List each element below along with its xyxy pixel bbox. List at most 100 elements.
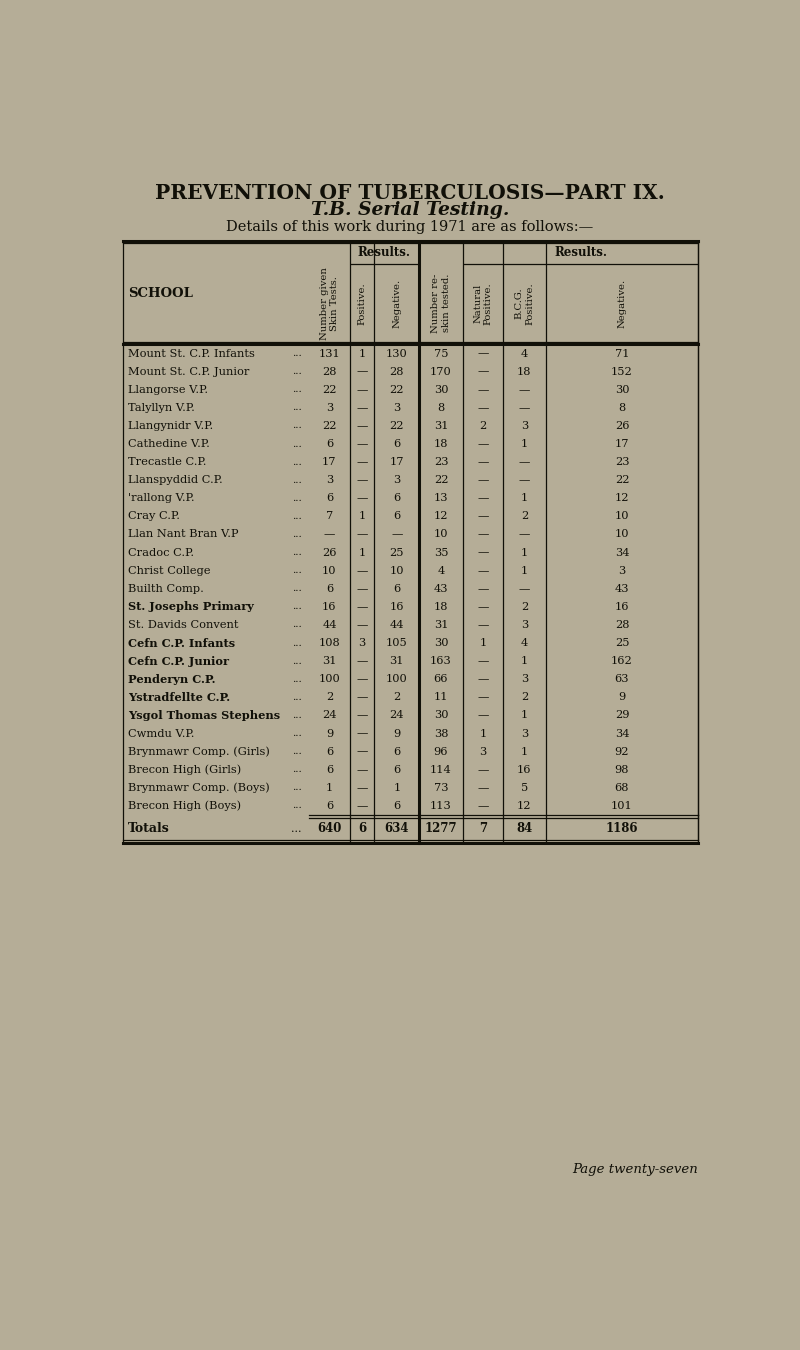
Text: 130: 130 (386, 348, 408, 359)
Text: 92: 92 (614, 747, 630, 756)
Text: 31: 31 (434, 421, 448, 431)
Text: 2: 2 (521, 693, 528, 702)
Text: 71: 71 (614, 348, 630, 359)
Text: 12: 12 (517, 801, 531, 811)
Text: ...: ... (292, 494, 302, 502)
Text: ...: ... (292, 475, 302, 485)
Text: 84: 84 (516, 822, 533, 836)
Text: 6: 6 (358, 822, 366, 836)
Text: 170: 170 (430, 367, 452, 377)
Text: ...: ... (292, 531, 302, 539)
Text: 29: 29 (614, 710, 630, 721)
Text: ...: ... (291, 824, 302, 834)
Text: ...: ... (292, 729, 302, 738)
Text: ...: ... (292, 421, 302, 431)
Text: ...: ... (292, 783, 302, 792)
Text: 1186: 1186 (606, 822, 638, 836)
Text: St. Davids Convent: St. Davids Convent (128, 620, 238, 630)
Text: —: — (356, 458, 368, 467)
Text: ...: ... (292, 367, 302, 377)
Text: Cefn C.P. Infants: Cefn C.P. Infants (128, 637, 235, 648)
Text: Mount St. C.P. Junior: Mount St. C.P. Junior (128, 367, 250, 377)
Text: 6: 6 (394, 583, 401, 594)
Text: 1: 1 (521, 493, 528, 504)
Text: —: — (356, 583, 368, 594)
Text: 17: 17 (322, 458, 337, 467)
Text: 96: 96 (434, 747, 448, 756)
Text: 6: 6 (394, 439, 401, 450)
Text: 73: 73 (434, 783, 448, 792)
Text: Cwmdu V.P.: Cwmdu V.P. (128, 729, 194, 738)
Text: 3: 3 (521, 729, 528, 738)
Text: 114: 114 (430, 764, 452, 775)
Text: ...: ... (292, 675, 302, 683)
Text: 16: 16 (614, 602, 630, 612)
Text: Talyllyn V.P.: Talyllyn V.P. (128, 402, 194, 413)
Text: —: — (324, 529, 335, 540)
Text: 31: 31 (434, 620, 448, 630)
Text: 6: 6 (394, 512, 401, 521)
Text: Trecastle C.P.: Trecastle C.P. (128, 458, 206, 467)
Text: 63: 63 (614, 674, 630, 684)
Text: Cray C.P.: Cray C.P. (128, 512, 180, 521)
Text: Penderyn C.P.: Penderyn C.P. (128, 674, 215, 684)
Text: Mount St. C.P. Infants: Mount St. C.P. Infants (128, 348, 254, 359)
Text: —: — (356, 620, 368, 630)
Text: Page twenty-seven: Page twenty-seven (573, 1162, 698, 1176)
Text: Cefn C.P. Junior: Cefn C.P. Junior (128, 656, 229, 667)
Text: 22: 22 (390, 421, 404, 431)
Text: —: — (356, 674, 368, 684)
Text: 16: 16 (322, 602, 337, 612)
Text: —: — (356, 764, 368, 775)
Text: 3: 3 (326, 475, 333, 485)
Text: 22: 22 (322, 385, 337, 394)
Text: 8: 8 (618, 402, 626, 413)
Text: —: — (477, 693, 489, 702)
Text: —: — (356, 493, 368, 504)
Text: 16: 16 (517, 764, 531, 775)
Text: 152: 152 (611, 367, 633, 377)
Text: SCHOOL: SCHOOL (128, 288, 193, 300)
Text: 30: 30 (434, 639, 448, 648)
Text: 4: 4 (438, 566, 445, 575)
Text: 1: 1 (521, 548, 528, 558)
Text: B.C.G.
Positive.: B.C.G. Positive. (514, 282, 534, 324)
Text: —: — (356, 656, 368, 666)
Text: 3: 3 (479, 747, 486, 756)
Text: 10: 10 (614, 529, 630, 540)
Text: ...: ... (292, 765, 302, 774)
Text: ...: ... (292, 747, 302, 756)
Text: 98: 98 (614, 764, 630, 775)
Text: —: — (477, 458, 489, 467)
Text: 24: 24 (322, 710, 337, 721)
Text: ...: ... (292, 585, 302, 593)
Text: Christ College: Christ College (128, 566, 210, 575)
Text: ...: ... (292, 802, 302, 810)
Text: 3: 3 (394, 402, 401, 413)
Text: 6: 6 (326, 747, 333, 756)
Text: 8: 8 (438, 402, 445, 413)
Text: —: — (356, 729, 368, 738)
Text: 162: 162 (611, 656, 633, 666)
Text: 17: 17 (390, 458, 404, 467)
Text: 30: 30 (614, 385, 630, 394)
Text: 38: 38 (434, 729, 448, 738)
Text: Results.: Results. (358, 246, 411, 259)
Text: —: — (356, 421, 368, 431)
Text: —: — (356, 710, 368, 721)
Text: 6: 6 (326, 801, 333, 811)
Text: —: — (391, 529, 402, 540)
Text: 10: 10 (614, 512, 630, 521)
Text: 10: 10 (434, 529, 448, 540)
Text: ...: ... (292, 385, 302, 394)
Text: 43: 43 (614, 583, 630, 594)
Text: 634: 634 (385, 822, 409, 836)
Text: 34: 34 (614, 548, 630, 558)
Text: —: — (477, 583, 489, 594)
Text: 25: 25 (614, 639, 630, 648)
Text: —: — (477, 512, 489, 521)
Text: Ystradfellte C.P.: Ystradfellte C.P. (128, 691, 230, 703)
Text: —: — (477, 475, 489, 485)
Text: —: — (518, 583, 530, 594)
Text: 640: 640 (318, 822, 342, 836)
